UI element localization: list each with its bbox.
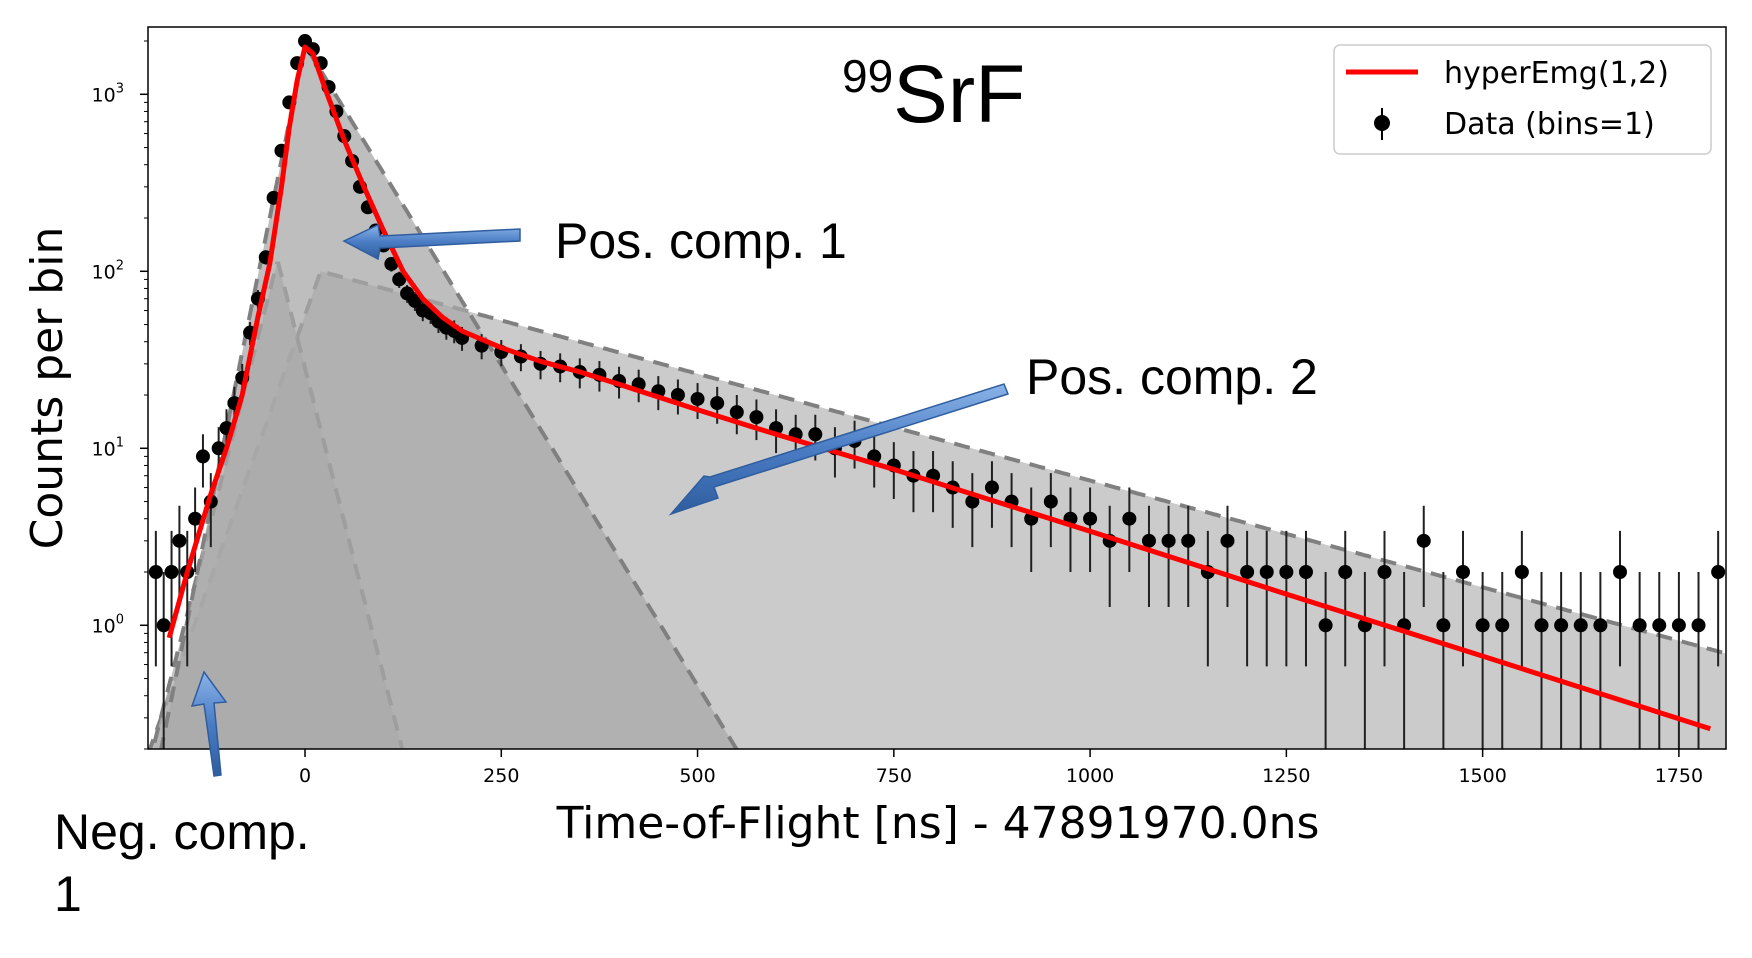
data-point — [1141, 533, 1156, 548]
data-point — [392, 272, 407, 287]
annotation-neg-comp-1: Neg. comp. 1 — [54, 670, 310, 922]
y-axis-label: Counts per bin — [22, 227, 73, 550]
x-tick-label: 750 — [876, 765, 912, 787]
data-point — [1456, 565, 1470, 580]
x-tick-label: 250 — [483, 765, 519, 787]
chart-title: 99SrF — [842, 49, 1025, 140]
data-point — [1652, 618, 1667, 633]
data-point — [1475, 618, 1490, 633]
data-point — [1083, 511, 1098, 526]
data-point — [384, 256, 399, 271]
arrow-pos-comp-1 — [342, 223, 521, 261]
data-point — [1495, 618, 1510, 633]
x-tick-label: 0 — [299, 765, 311, 787]
legend-data-label: Data (bins=1) — [1444, 107, 1655, 142]
plot-area — [148, 34, 1726, 749]
annotation-pos-comp-1-label: Pos. comp. 1 — [555, 213, 847, 269]
legend: hyperEmg(1,2) Data (bins=1) — [1333, 44, 1712, 155]
data-point — [1279, 565, 1294, 580]
data-point — [1220, 533, 1235, 548]
y-axis-ticks: 100 101 102 103 — [92, 40, 148, 750]
x-tick-label: 1250 — [1262, 765, 1310, 787]
y-tick-label: 101 — [92, 435, 124, 460]
annotation-neg-comp-1-label: Neg. comp. 1 — [54, 804, 310, 922]
data-point — [172, 533, 187, 548]
data-point — [749, 410, 764, 425]
data-point — [1573, 618, 1588, 633]
fit-curve-layer — [166, 44, 1712, 732]
data-point — [710, 396, 725, 411]
data-point — [1534, 618, 1549, 633]
data-point — [148, 565, 163, 580]
data-point — [808, 427, 823, 442]
data-point — [407, 293, 422, 308]
data-point — [1259, 565, 1274, 580]
y-tick-label: 102 — [92, 258, 124, 283]
annotation-neg-comp-1-line-1: Neg. comp. — [54, 804, 310, 860]
data-point — [690, 391, 705, 406]
legend-data-marker — [1374, 115, 1390, 131]
data-point — [1298, 565, 1313, 580]
data-point — [965, 494, 980, 509]
x-tick-label: 1500 — [1458, 765, 1506, 787]
data-point — [1318, 618, 1333, 633]
annotation-pos-comp-2-label: Pos. comp. 2 — [1026, 349, 1318, 405]
data-point — [984, 480, 999, 495]
data-point — [1671, 618, 1686, 633]
annotation-pos-comp-2: Pos. comp. 2 — [668, 349, 1318, 516]
data-point — [1613, 565, 1628, 580]
x-tick-label: 500 — [679, 765, 715, 787]
data-point — [1122, 511, 1137, 526]
x-tick-label: 1750 — [1655, 765, 1703, 787]
component-fill — [148, 45, 1726, 749]
component-outline — [159, 39, 739, 749]
arrow-pos-comp-2 — [668, 383, 1009, 516]
data-point — [1338, 565, 1353, 580]
data-point — [188, 511, 203, 526]
arrow-neg-comp-1 — [190, 670, 228, 777]
data-point — [1043, 494, 1058, 509]
x-axis-ticks: 0 250 500 750 1000 1250 1500 1750 — [299, 749, 1703, 787]
y-tick-label: 100 — [92, 612, 124, 637]
data-point — [1240, 565, 1255, 580]
data-point — [1554, 618, 1569, 633]
data-point — [1711, 565, 1726, 580]
data-point — [1161, 533, 1176, 548]
data-point — [1632, 618, 1647, 633]
data-point — [729, 405, 744, 420]
data-point — [1514, 565, 1529, 580]
x-axis-label: Time-of-Flight [ns] - 47891970.0ns — [556, 798, 1320, 849]
data-point — [1593, 618, 1608, 633]
legend-box — [1333, 44, 1712, 155]
data-point — [1436, 618, 1451, 633]
data-point — [156, 618, 171, 633]
y-tick-label: 103 — [92, 81, 124, 106]
data-point — [1377, 565, 1392, 580]
data-point — [1181, 533, 1196, 548]
data-point — [211, 441, 226, 456]
legend-fit-label: hyperEmg(1,2) — [1444, 56, 1669, 91]
data-point — [195, 449, 210, 464]
annotation-neg-comp-1-line-2: 1 — [54, 866, 82, 922]
component-fills — [148, 39, 1726, 749]
fit-curve — [166, 44, 1712, 732]
data-point — [164, 565, 179, 580]
annotation-pos-comp-1: Pos. comp. 1 — [342, 213, 847, 269]
data-point — [867, 449, 882, 464]
x-tick-label: 1000 — [1066, 765, 1114, 787]
plot-frame — [147, 26, 1727, 750]
data-point — [1416, 533, 1431, 548]
data-point — [1691, 618, 1706, 633]
data-point — [670, 388, 685, 403]
